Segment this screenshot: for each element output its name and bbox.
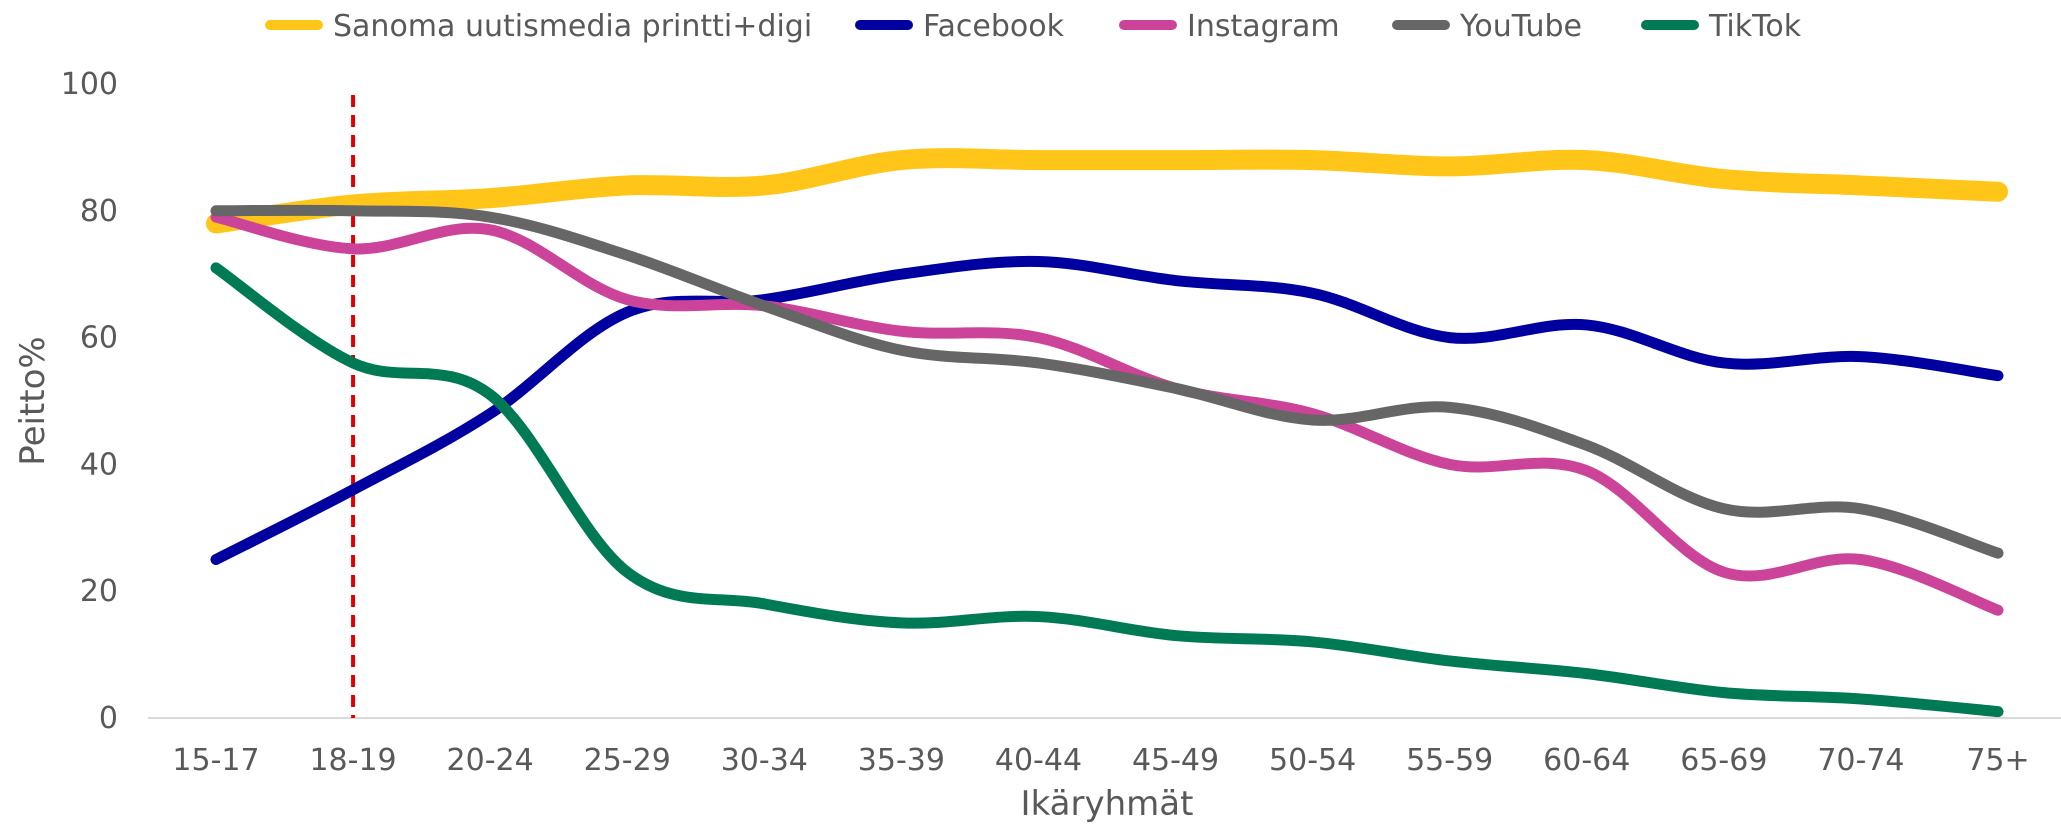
x-tick-label: 50-54: [1269, 743, 1356, 778]
x-tick-label: 25-29: [584, 743, 671, 778]
legend: Sanoma uutismedia printti+digi Facebook In…: [265, 9, 1802, 44]
x-tick-label: 55-59: [1406, 743, 1493, 778]
x-tick-label: 45-49: [1132, 743, 1219, 778]
legend-label-tiktok: TikTok: [1708, 9, 1802, 44]
x-tick-label: 75+: [1966, 743, 2029, 778]
x-tick-label: 65-69: [1680, 743, 1767, 778]
y-axis-ticks: 0 20 40 60 80 100: [61, 67, 118, 736]
y-tick-label: 80: [80, 194, 118, 229]
x-axis-title: Ikäryhmät: [1021, 784, 1194, 824]
x-tick-label: 35-39: [858, 743, 945, 778]
series-lines: [206, 148, 2008, 718]
legend-label-instagram: Instagram: [1187, 9, 1340, 44]
x-tick-label: 40-44: [995, 743, 1082, 778]
x-tick-label: 30-34: [721, 743, 808, 778]
x-tick-label: 18-19: [309, 743, 396, 778]
series-line-youtube: [210, 204, 2004, 559]
y-axis-title: Peitto%: [13, 336, 53, 465]
x-tick-label: 15-17: [172, 743, 259, 778]
legend-label-youtube: YouTube: [1459, 9, 1582, 44]
legend-label-sanoma-uutismedia-printti-digi: Sanoma uutismedia printti+digi: [333, 9, 812, 44]
x-axis-ticks: 15-17 18-19 20-24 25-29 30-34 35-39 40-44 45-49…: [172, 743, 2029, 778]
y-tick-label: 40: [80, 447, 118, 482]
x-tick-label: 20-24: [447, 743, 534, 778]
y-tick-label: 100: [61, 67, 118, 102]
series-line-sanoma-uutismedia-printti-digi: [206, 148, 2008, 234]
series-line-instagram: [210, 211, 2004, 616]
legend-label-facebook: Facebook: [923, 9, 1065, 44]
y-tick-label: 20: [80, 574, 118, 609]
y-tick-label: 60: [80, 321, 118, 356]
y-tick-label: 0: [99, 701, 118, 736]
x-tick-label: 70-74: [1817, 743, 1904, 778]
series-line-tiktok: [210, 262, 2004, 718]
series-line-facebook: [210, 255, 2004, 565]
x-tick-label: 60-64: [1543, 743, 1630, 778]
